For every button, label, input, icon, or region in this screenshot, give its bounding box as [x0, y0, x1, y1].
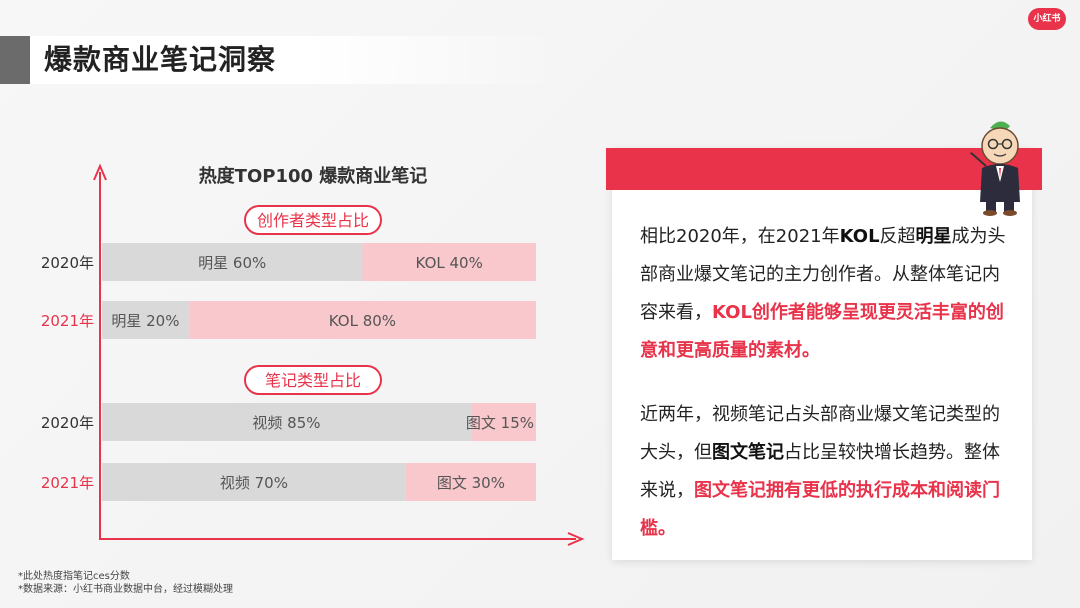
y-axis-arrow — [93, 163, 107, 181]
xiaohongshu-logo: 小红书 — [1028, 8, 1066, 30]
p1-text-2: 反超 — [879, 226, 916, 247]
year-label: 2020年 — [41, 414, 94, 432]
p1-highlight: KOL创作者能够呈现更灵活丰富的创意和更高质量的素材。 — [640, 302, 1004, 361]
insight-paragraph-1: 相比2020年，在2021年KOL反超明星成为头部商业爆文笔记的主力创作者。从整… — [640, 218, 1012, 370]
bar-segment — [102, 243, 363, 281]
title-accent-block — [0, 36, 30, 84]
year-label: 2021年 — [41, 312, 94, 330]
page-title: 爆款商业笔记洞察 — [44, 43, 277, 76]
insight-card-header — [606, 148, 1042, 190]
group-label-pill — [244, 365, 382, 395]
bar-label: 图文 15% — [466, 414, 534, 432]
bar-label: 视频 85% — [252, 414, 320, 432]
bar-label: 视频 70% — [220, 474, 288, 492]
x-axis-arrow — [567, 532, 585, 546]
bar-segment — [405, 463, 536, 501]
title-banner — [0, 36, 560, 84]
footnote-1: *此处热度指笔记ces分数 — [18, 571, 130, 582]
p2-bold-image-notes: 图文笔记 — [712, 442, 784, 463]
footnote-2: *数据来源：小红书商业数据中台，经过模糊处理 — [18, 584, 233, 595]
group-label: 笔记类型占比 — [265, 371, 361, 390]
insight-paragraph-2: 近两年，视频笔记占头部商业爆文笔记类型的大头，但图文笔记占比呈较快增长趋势。整体… — [640, 396, 1012, 548]
p1-text-3: 成为头部商业爆文笔记的主力创作者。从整体笔记内容来看， — [640, 226, 1006, 323]
p1-bold-kol: KOL — [839, 226, 880, 247]
group-label: 创作者类型占比 — [257, 211, 369, 230]
year-label: 2020年 — [41, 254, 94, 272]
mascot-illustration — [966, 121, 1020, 216]
bar-segment — [102, 463, 406, 501]
bar-label: KOL 40% — [416, 254, 483, 272]
bar-label: 图文 30% — [437, 474, 505, 492]
p2-text-1: 近两年，视频笔记占头部商业爆文笔记类型的大头，但 — [640, 404, 1000, 463]
insight-card-body: 相比2020年，在2021年KOL反超明星成为头部商业爆文笔记的主力创作者。从整… — [640, 218, 1012, 574]
p2-text-2: 占比呈较快增长趋势。整体来说， — [640, 442, 1000, 501]
bar-label: KOL 80% — [329, 312, 396, 330]
bar-segment — [362, 243, 536, 281]
bar-segment — [470, 403, 536, 441]
insight-card — [612, 148, 1032, 560]
p1-bold-star: 明星 — [915, 226, 952, 247]
bar-segment — [188, 301, 537, 339]
bar-segment — [102, 301, 189, 339]
p1-text-1: 相比2020年，在2021年 — [640, 226, 840, 247]
chart-title: 热度TOP100 爆款商业笔记 — [199, 165, 428, 187]
year-label: 2021年 — [41, 474, 94, 492]
group-label-pill — [244, 205, 382, 235]
p2-highlight: 图文笔记拥有更低的执行成本和阅读门槛。 — [640, 480, 1000, 539]
bar-label: 明星 60% — [198, 254, 266, 272]
bar-segment — [102, 403, 471, 441]
bar-label: 明星 20% — [111, 312, 179, 330]
